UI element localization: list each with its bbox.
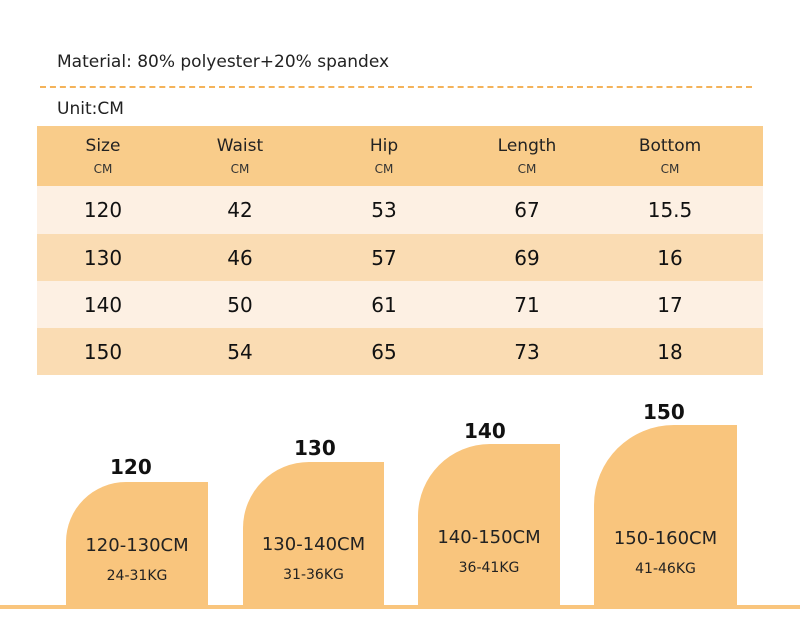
cell-length: 67 <box>514 198 540 222</box>
size-card: 130-140CM 31-36KG <box>243 462 384 606</box>
header-hip: Hip CM <box>311 126 457 186</box>
cell-hip: 53 <box>371 198 397 222</box>
cell-hip: 65 <box>371 339 397 364</box>
size-card: 140-150CM 36-41KG <box>418 444 560 606</box>
cell-bottom: 16 <box>657 245 683 270</box>
cell-size: 120 <box>83 198 123 222</box>
size-card: 120-130CM 24-31KG <box>66 482 208 606</box>
cell-bottom: 17 <box>657 292 683 317</box>
header-unit: CM <box>660 162 680 176</box>
card-height-range: 130-140CM <box>261 534 366 555</box>
card-height-range: 120-130CM <box>85 535 189 556</box>
material-text: Material: 80% polyester+20% spandex <box>57 52 390 72</box>
table-row: 150 54 65 73 18 <box>37 328 763 375</box>
header-label: Bottom <box>638 136 702 156</box>
card-height-range: 140-150CM <box>437 527 541 548</box>
cell-length: 69 <box>514 245 540 270</box>
header-unit: CM <box>374 162 394 176</box>
card-size-label: 140 <box>464 419 506 443</box>
header-bottom: Bottom CM <box>597 126 743 186</box>
card-size-label: 120 <box>110 455 152 479</box>
cell-size: 130 <box>83 245 123 270</box>
cell-waist: 54 <box>227 339 253 364</box>
card-weight-range: 31-36KG <box>283 567 344 583</box>
cell-hip: 61 <box>371 292 397 317</box>
card-weight-range: 36-41KG <box>458 560 520 576</box>
cell-length: 71 <box>514 292 540 317</box>
card-size-label: 130 <box>294 436 336 460</box>
card-size-label: 150 <box>643 400 685 424</box>
size-card: 150-160CM 41-46KG <box>594 425 737 606</box>
header-unit: CM <box>93 162 113 176</box>
cell-bottom: 18 <box>657 339 683 364</box>
table-row: 130 46 57 69 16 <box>37 234 763 281</box>
cell-waist: 42 <box>227 198 253 222</box>
cell-size: 150 <box>83 339 123 364</box>
card-weight-range: 41-46KG <box>635 561 696 577</box>
cell-waist: 50 <box>227 292 253 317</box>
cell-hip: 57 <box>371 245 397 270</box>
header-length: Length CM <box>457 126 597 186</box>
unit-label: Unit:CM <box>57 99 124 119</box>
header-unit: CM <box>517 162 537 176</box>
header-waist: Waist CM <box>169 126 311 186</box>
table-row: 120 42 53 67 15.5 <box>37 186 763 234</box>
cell-waist: 46 <box>227 245 253 270</box>
card-weight-range: 24-31KG <box>106 568 168 584</box>
header-size: Size CM <box>37 126 169 186</box>
cell-size: 140 <box>83 292 123 317</box>
table-header-row: Size CM Waist CM Hip CM Length CM Bottom… <box>37 126 763 186</box>
header-label: Length <box>497 136 557 156</box>
cell-length: 73 <box>514 339 540 364</box>
header-unit: CM <box>230 162 250 176</box>
baseline-bar <box>0 605 800 609</box>
header-label: Waist <box>216 136 264 156</box>
size-table: Size CM Waist CM Hip CM Length CM Bottom… <box>37 126 763 375</box>
dashed-divider <box>40 86 752 88</box>
table-row: 140 50 61 71 17 <box>37 281 763 328</box>
card-height-range: 150-160CM <box>613 528 718 549</box>
header-label: Hip <box>369 136 399 156</box>
cell-bottom: 15.5 <box>647 198 693 222</box>
header-label: Size <box>85 136 121 156</box>
